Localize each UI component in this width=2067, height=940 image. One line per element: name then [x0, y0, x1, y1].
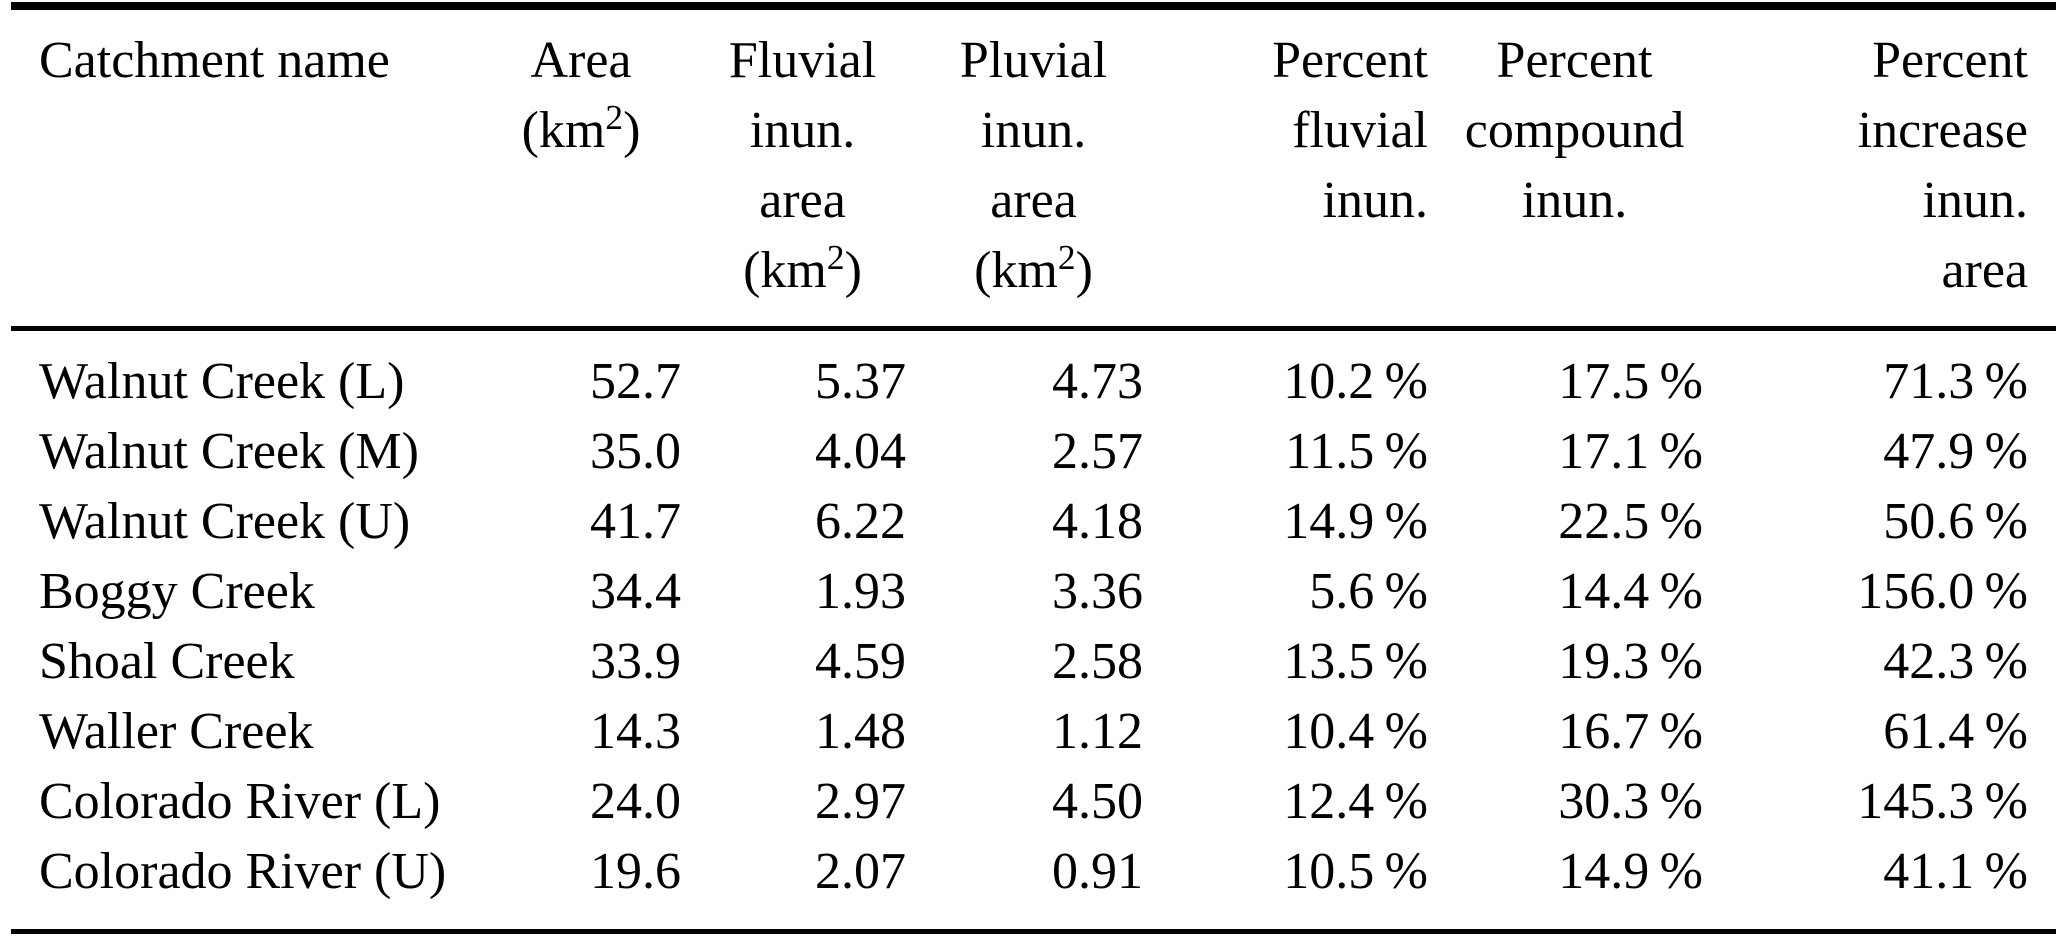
- cell-area: 41.7: [590, 493, 681, 550]
- cell-pluvial: 4.50: [1052, 773, 1143, 830]
- cell-area: 14.3: [590, 703, 681, 760]
- catchment-inundation-table: Catchment name Area (km2) Fluvial inun. area(…: [11, 2, 2056, 934]
- cell-fluvial: 1.48: [815, 703, 906, 760]
- table-row: Colorado River (L) 24.0 2.97 4.50 12.4 % 30.3…: [11, 767, 2056, 837]
- cell-pluvial: 4.18: [1052, 493, 1143, 550]
- cell-fluvial: 2.07: [815, 843, 906, 900]
- cell-pluvial: 4.73: [1052, 353, 1143, 410]
- cell-pct-increase: 41.1 %: [1883, 843, 2028, 900]
- cell-area: 52.7: [590, 353, 681, 410]
- cell-area: 19.6: [590, 843, 681, 900]
- cell-pct-compound: 16.7 %: [1558, 703, 1703, 760]
- cell-pct-increase: 47.9 %: [1883, 423, 2028, 480]
- cell-name: Waller Creek: [39, 703, 314, 760]
- cell-pct-fluvial: 5.6 %: [1309, 563, 1428, 620]
- table-row: Waller Creek 14.3 1.48 1.12 10.4 % 16.7 % 61.4…: [11, 697, 2056, 767]
- cell-pct-compound: 14.9 %: [1558, 843, 1703, 900]
- cell-fluvial: 2.97: [815, 773, 906, 830]
- table-row: Colorado River (U) 19.6 2.07 0.91 10.5 % 14.9…: [11, 837, 2056, 932]
- cell-name: Boggy Creek: [39, 563, 315, 620]
- cell-pluvial: 2.57: [1052, 423, 1143, 480]
- cell-pct-fluvial: 10.5 %: [1283, 843, 1428, 900]
- cell-fluvial: 1.93: [815, 563, 906, 620]
- table-row: Shoal Creek 33.9 4.59 2.58 13.5 % 19.3 % 42.3 …: [11, 627, 2056, 697]
- cell-pct-increase: 50.6 %: [1883, 493, 2028, 550]
- cell-pct-compound: 22.5 %: [1558, 493, 1703, 550]
- column-header-pct-compound: Percent compound inun.: [1464, 32, 1685, 229]
- cell-name: Colorado River (U): [39, 843, 447, 900]
- column-header-area: Area (km2): [521, 32, 641, 159]
- cell-pct-fluvial: 10.4 %: [1283, 703, 1428, 760]
- cell-pluvial: 0.91: [1052, 843, 1143, 900]
- table-row: Walnut Creek (L) 52.7 5.37 4.73 10.2 % 17.5 %…: [11, 329, 2056, 418]
- cell-pluvial: 1.12: [1052, 703, 1143, 760]
- cell-pct-fluvial: 12.4 %: [1283, 773, 1428, 830]
- cell-fluvial: 4.59: [815, 633, 906, 690]
- cell-pct-fluvial: 14.9 %: [1283, 493, 1428, 550]
- cell-pct-compound: 17.5 %: [1558, 353, 1703, 410]
- cell-pct-increase: 145.3 %: [1857, 773, 2028, 830]
- cell-pluvial: 2.58: [1052, 633, 1143, 690]
- table-header: Catchment name Area (km2) Fluvial inun. area(…: [11, 6, 2056, 329]
- cell-fluvial: 5.37: [815, 353, 906, 410]
- column-header-pct-fluvial: Percent fluvial inun.: [1272, 32, 1428, 229]
- cell-name: Walnut Creek (M): [39, 423, 419, 480]
- cell-fluvial: 6.22: [815, 493, 906, 550]
- cell-pct-increase: 71.3 %: [1883, 353, 2028, 410]
- cell-pct-increase: 156.0 %: [1857, 563, 2028, 620]
- cell-pct-compound: 19.3 %: [1558, 633, 1703, 690]
- table-body: Walnut Creek (L) 52.7 5.37 4.73 10.2 % 17.5 %…: [11, 329, 2056, 932]
- cell-pct-compound: 17.1 %: [1558, 423, 1703, 480]
- table-row: Walnut Creek (M) 35.0 4.04 2.57 11.5 % 17.1 %…: [11, 417, 2056, 487]
- cell-pluvial: 3.36: [1052, 563, 1143, 620]
- cell-fluvial: 4.04: [815, 423, 906, 480]
- cell-name: Shoal Creek: [39, 633, 295, 690]
- cell-pct-fluvial: 10.2 %: [1283, 353, 1428, 410]
- cell-area: 24.0: [590, 773, 681, 830]
- cell-name: Walnut Creek (U): [39, 493, 411, 550]
- cell-area: 34.4: [590, 563, 681, 620]
- table-header-row: Catchment name Area (km2) Fluvial inun. area(…: [11, 6, 2056, 329]
- table-row: Walnut Creek (U) 41.7 6.22 4.18 14.9 % 22.5 %…: [11, 487, 2056, 557]
- column-header-pct-increase: Percent increase inun. area: [1857, 32, 2028, 299]
- column-header-fluvial: Fluvial inun. area (km2): [728, 32, 877, 299]
- cell-pct-fluvial: 13.5 %: [1283, 633, 1428, 690]
- cell-pct-fluvial: 11.5 %: [1285, 423, 1428, 480]
- cell-area: 33.9: [590, 633, 681, 690]
- cell-name: Walnut Creek (L): [39, 353, 405, 410]
- column-header-name: Catchment name: [39, 32, 390, 89]
- column-header-pluvial: Pluvial inun. area (km2): [959, 32, 1108, 299]
- cell-pct-increase: 61.4 %: [1883, 703, 2028, 760]
- cell-name: Colorado River (L): [39, 773, 441, 830]
- cell-pct-increase: 42.3 %: [1883, 633, 2028, 690]
- table-row: Boggy Creek 34.4 1.93 3.36 5.6 % 14.4 % 156.0 …: [11, 557, 2056, 627]
- cell-pct-compound: 30.3 %: [1558, 773, 1703, 830]
- cell-pct-compound: 14.4 %: [1558, 563, 1703, 620]
- cell-area: 35.0: [590, 423, 681, 480]
